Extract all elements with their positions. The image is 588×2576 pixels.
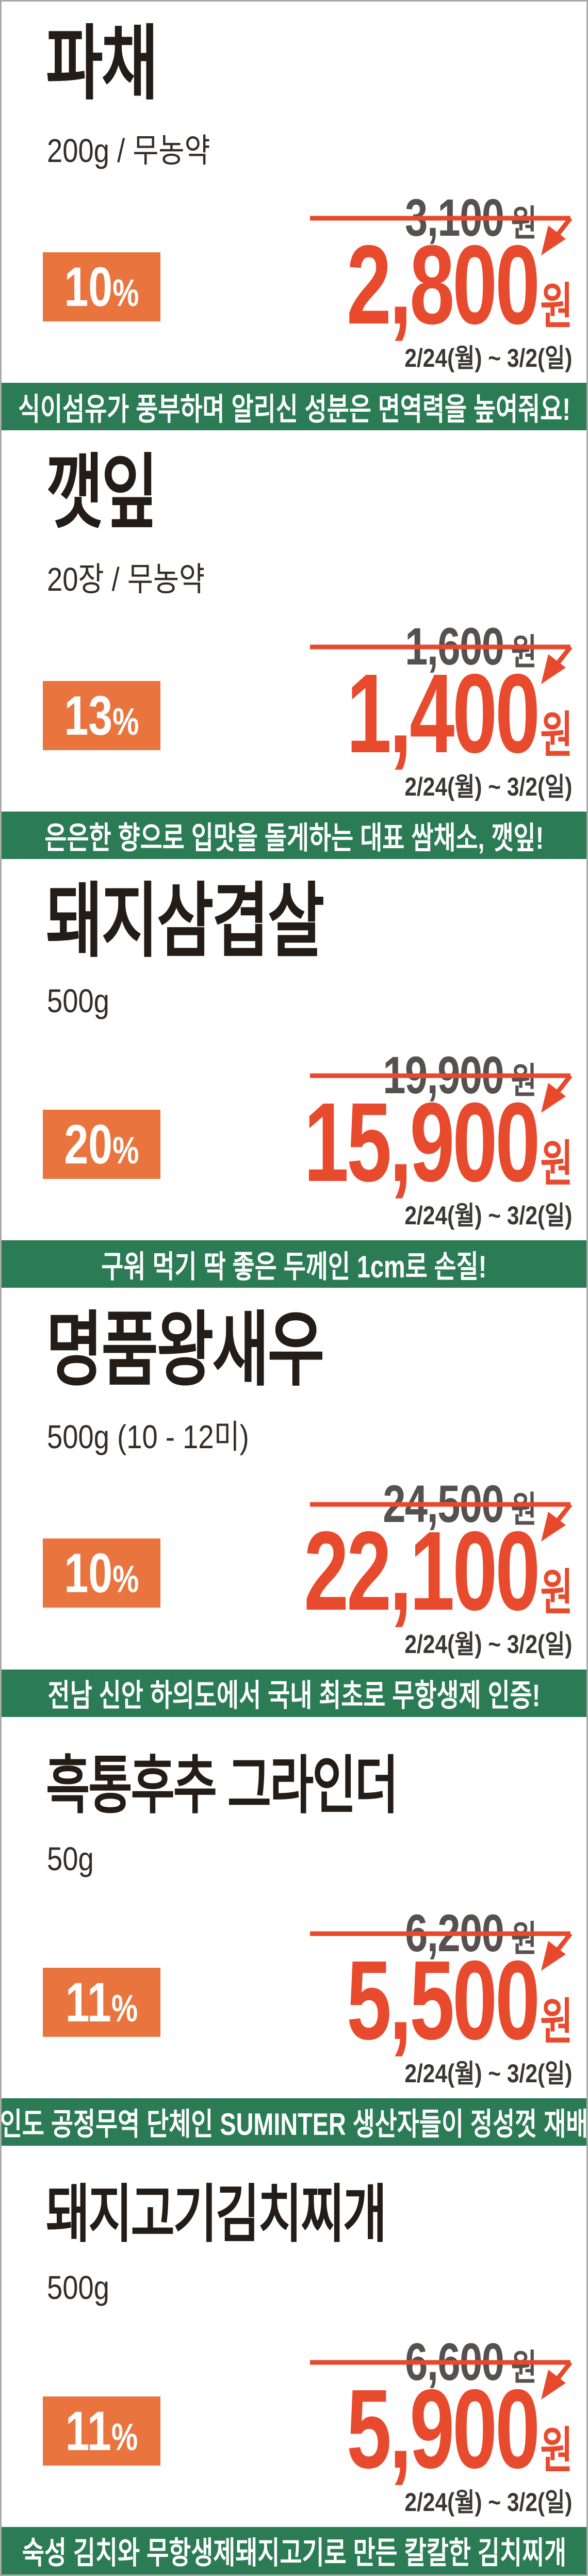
product-spec-text: 50g [47,1840,94,1877]
product-highlight-banner: 숙성 김치와 무항생제돼지고기로 만든 칼칼한 김치찌개 [2,2526,586,2574]
discount-badge: 11% [43,1967,160,2037]
sale-period: 2/24(월) ~ 3/2(일) [375,774,572,800]
product-card: 깻잎 20장 / 무농약 1,600 원 13% 1,400원 [2,430,586,860]
sale-period: 2/24(월) ~ 3/2(일) [375,1203,572,1228]
original-price-currency: 원 [511,2347,537,2388]
sale-price-value: 22,100 [303,1509,540,1634]
sale-price: 2,800원 [258,229,573,342]
sale-price-currency: 원 [540,1994,573,2050]
product-highlight-text: 전남 신안 하의도에서 국내 최초로 무항생제 인증! [47,1678,541,1713]
sale-price-value: 5,500 [346,1937,541,2063]
product-title-text: 파채 [46,19,158,109]
percent-sign: % [111,1986,138,2030]
original-price-currency: 원 [511,1061,537,1101]
product-title: 돼지고기김치찌개 [46,2183,493,2246]
sale-price-currency: 원 [540,1137,573,1192]
product-spec: 500g (10 - 12미) [47,1411,285,1458]
sale-period: 2/24(월) ~ 3/2(일) [375,345,572,371]
product-spec-text: 200g / 무농약 [47,132,210,169]
product-spec: 500g [47,982,120,1020]
product-highlight-text: 구워 먹기 딱 좋은 두께인 1cm로 손질! [101,1249,487,1284]
product-title-text: 깻잎 [46,447,158,539]
discount-value: 11 [65,1970,111,2033]
product-title: 돼지삼겹살 [46,881,411,962]
product-title: 흑통후추 그라인더 [46,1754,508,1817]
product-spec-text: 20장 / 무농약 [47,561,205,598]
product-title: 깻잎 [46,452,192,533]
sale-price: 5,900원 [258,2373,573,2485]
product-highlight-banner: 전남 신안 하의도에서 국내 최초로 무항생제 인증! [2,1669,586,1717]
product-card: 흑통후추 그라인더 50g 6,200 원 11% 5,500원 [2,1716,586,2146]
discount-badge: 11% [43,2396,160,2466]
sale-price-value: 5,900 [346,2366,541,2492]
product-spec: 500g [47,2269,120,2307]
sale-price-value: 1,400 [346,651,541,777]
sale-period: 2/24(월) ~ 3/2(일) [375,2061,572,2086]
discount-badge: 20% [43,1110,160,1179]
sale-price: 15,900원 [199,1087,573,1199]
sale-price-currency: 원 [540,2423,573,2478]
discount-value: 10 [64,1542,113,1605]
product-spec: 200g / 무농약 [47,124,239,172]
percent-sign: % [112,1558,139,1601]
discount-badge: 13% [43,681,160,751]
product-highlight-banner: 인도 공정무역 단체인 SUMINTER 생산자들이 정성껏 재배 [2,2098,586,2146]
product-highlight-banner: 구워 먹기 딱 좋은 두께인 1cm로 손질! [2,1240,586,1288]
discount-value: 13 [64,684,113,747]
discount-badge: 10% [43,1538,160,1608]
discount-value: 11 [65,2399,111,2462]
sale-period: 2/24(월) ~ 3/2(일) [375,2489,572,2515]
sale-period-text: 2/24(월) ~ 3/2(일) [404,772,572,802]
percent-sign: % [112,1129,139,1172]
sale-period-text: 2/24(월) ~ 3/2(일) [404,2487,572,2517]
product-title-text: 돼지고기김치찌개 [46,2179,387,2249]
product-card: 돼지고기김치찌개 500g 6,600 원 11% 5,900원 [2,2145,586,2574]
product-spec: 50g [47,1840,102,1878]
sale-period-text: 2/24(월) ~ 3/2(일) [404,1201,572,1230]
original-price-currency: 원 [511,1918,537,1959]
percent-sign: % [111,2415,138,2458]
sale-price-currency: 원 [540,279,573,334]
sale-period-text: 2/24(월) ~ 3/2(일) [404,2059,572,2088]
product-highlight-text: 은은한 향으로 입맛을 돌게하는 대표 쌈채소, 깻잎! [44,820,544,855]
original-price-currency: 원 [511,632,537,673]
product-card: 돼지삼겹살 500g 19,900 원 20% 15,900원 [2,859,586,1288]
product-card: 파채 200g / 무농약 3,100 원 10% 2,800원 [2,2,586,431]
product-title: 파채 [46,23,192,105]
product-spec-text: 500g (10 - 12미) [47,1418,249,1456]
product-highlight-banner: 식이섬유가 풍부하며 알리신 성분은 면역력을 높여줘요! [2,383,586,431]
product-title: 명품왕새우 [46,1309,411,1391]
discount-value: 10 [64,255,113,318]
sale-price-currency: 원 [540,1565,573,1621]
product-highlight-text: 숙성 김치와 무항생제돼지고기로 만든 칼칼한 김치찌개 [22,2536,566,2571]
product-highlight-text: 식이섬유가 풍부하며 알리신 성분은 면역력을 높여줘요! [18,392,570,427]
sale-price-currency: 원 [540,708,573,764]
percent-sign: % [112,700,139,743]
product-spec: 20장 / 무농약 [47,553,233,601]
discount-value: 20 [64,1113,113,1176]
product-highlight-text: 인도 공정무역 단체인 SUMINTER 생산자들이 정성껏 재배 [2,2107,586,2142]
original-price-currency: 원 [511,203,537,244]
product-title-text: 흑통후추 그라인더 [46,1750,399,1821]
product-title-text: 명품왕새우 [46,1305,324,1396]
sale-period: 2/24(월) ~ 3/2(일) [375,1631,572,1657]
sale-price: 5,500원 [258,1944,573,2056]
discount-badge: 10% [43,252,160,321]
percent-sign: % [112,271,139,314]
sale-price: 22,100원 [199,1515,573,1628]
product-spec-text: 500g [47,982,110,1020]
sale-price-value: 2,800 [346,222,541,348]
product-title-text: 돼지삼겹살 [46,876,324,967]
product-spec-text: 500g [47,2269,110,2306]
sale-period-text: 2/24(월) ~ 3/2(일) [404,1630,572,1659]
sale-price-value: 15,900 [303,1080,540,1206]
product-card: 명품왕새우 500g (10 - 12미) 24,500 원 10% 22,10… [2,1288,586,1717]
product-highlight-banner: 은은한 향으로 입맛을 돌게하는 대표 쌈채소, 깻잎! [2,812,586,860]
sale-period-text: 2/24(월) ~ 3/2(일) [404,344,572,372]
original-price-currency: 원 [511,1489,537,1530]
sale-price: 1,400원 [258,658,573,770]
